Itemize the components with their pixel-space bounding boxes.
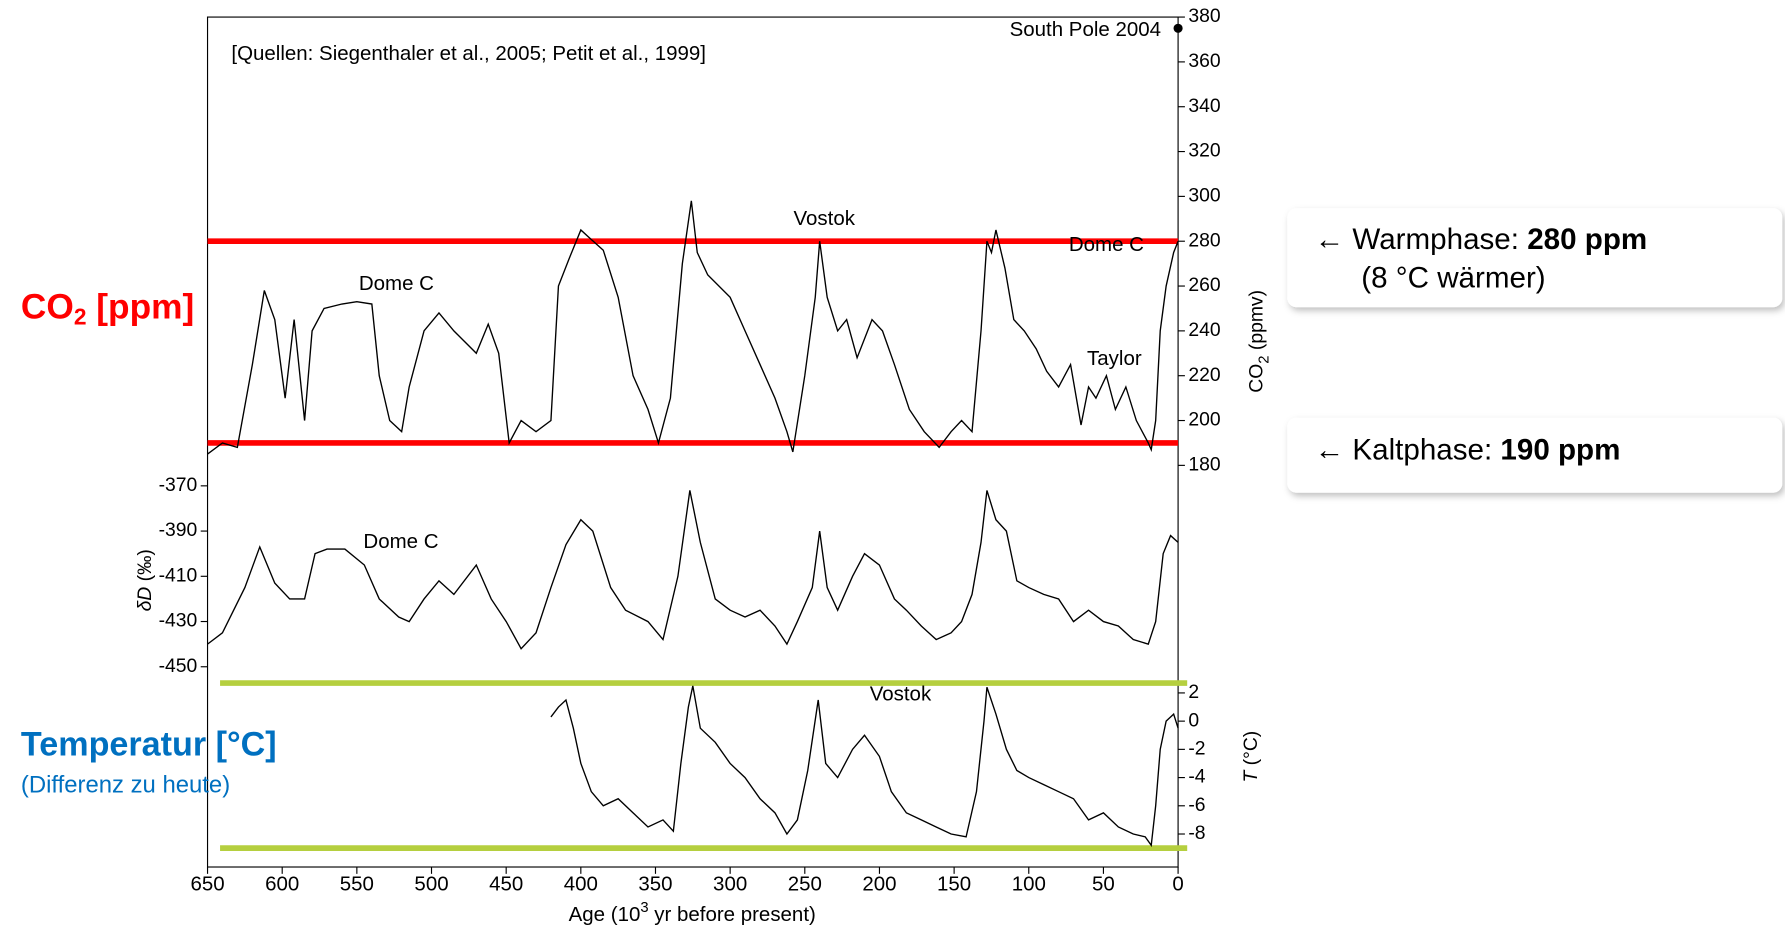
callout-text: ← Kaltphase: 190 ppm — [1315, 434, 1621, 467]
co2-side-label-part: CO — [21, 288, 74, 327]
y-axis-label-part: (°C) — [1240, 731, 1262, 771]
annotation: [Quellen: Siegenthaler et al., 2005; Pet… — [231, 42, 706, 65]
data-line — [207, 200, 1179, 455]
callout-value: 190 ppm — [1500, 434, 1620, 467]
callout-lead: ← Warmphase: — [1315, 223, 1528, 256]
x-tick-label: 550 — [340, 873, 374, 896]
x-tick-label: 500 — [414, 873, 448, 896]
annotation: Vostok — [870, 683, 932, 706]
y-axis-label-part: (‰) — [134, 549, 156, 587]
x-tick-label: 200 — [862, 873, 896, 896]
x-tick-label: 450 — [489, 873, 523, 896]
co2-side-label-part: [ppm] — [87, 288, 195, 327]
y-tick-label: 240 — [1188, 319, 1220, 341]
y-tick-label: 200 — [1188, 409, 1220, 431]
annotation: Dome C — [363, 530, 438, 553]
y-tick-label: 280 — [1188, 229, 1220, 251]
callout-value: 280 ppm — [1527, 223, 1647, 256]
temperature-side-note: (Differenz zu heute) — [21, 772, 230, 799]
x-tick-label: 100 — [1012, 873, 1046, 896]
y-tick-label: 380 — [1188, 5, 1220, 27]
y-axis-label-part: δD — [134, 587, 156, 612]
x-tick-label: 650 — [190, 873, 224, 896]
y-tick-label: 340 — [1188, 95, 1220, 117]
co2-side-label: CO2 [ppm] — [21, 288, 194, 330]
y-axis-label-part: T — [1240, 770, 1262, 783]
y-tick-label: 180 — [1188, 453, 1220, 475]
y-axis-label-part: CO — [1246, 364, 1268, 393]
x-axis-label: Age (103 yr before present) — [569, 900, 816, 926]
x-tick-label: 300 — [713, 873, 747, 896]
x-tick-label: 50 — [1092, 873, 1115, 896]
x-tick-label: 250 — [788, 873, 822, 896]
y-tick-label: -6 — [1188, 794, 1205, 816]
callout-text: ← Warmphase: 280 ppm — [1315, 223, 1648, 256]
y-tick-label: 2 — [1188, 681, 1199, 703]
data-line — [550, 685, 1179, 848]
y-tick-label: -430 — [159, 610, 198, 632]
callout-box — [1287, 208, 1783, 308]
x-tick-label: 350 — [638, 873, 672, 896]
annotation: Dome C — [359, 272, 434, 295]
y-axis-label: T (°C) — [1240, 731, 1262, 783]
y-axis-label-part: (ppmv) — [1246, 290, 1268, 356]
y-tick-label: -450 — [159, 655, 198, 677]
x-tick-label: 400 — [564, 873, 598, 896]
y-tick-label: -370 — [159, 474, 198, 496]
y-tick-label: -410 — [159, 564, 198, 586]
co2-side-label-sub: 2 — [74, 304, 87, 330]
y-tick-label: -390 — [159, 519, 198, 541]
annotation: South Pole 2004 — [1010, 18, 1161, 41]
callout-lead: ← Kaltphase: — [1315, 434, 1501, 467]
data-point — [1173, 23, 1183, 33]
x-axis-label-part: Age (10 — [569, 903, 641, 926]
x-axis-label-part: yr before present) — [649, 903, 816, 926]
y-axis-label: δD (‰) — [134, 549, 156, 611]
y-axis-label-part: 2 — [1256, 355, 1272, 363]
y-tick-label: -8 — [1188, 822, 1205, 844]
y-tick-label: 260 — [1188, 274, 1220, 296]
x-tick-label: 150 — [937, 873, 971, 896]
y-tick-label: 360 — [1188, 50, 1220, 72]
callout-box — [1287, 417, 1783, 493]
y-tick-label: -4 — [1188, 766, 1205, 788]
y-axis-label: CO2 (ppmv) — [1246, 290, 1273, 393]
y-tick-label: -2 — [1188, 737, 1205, 759]
annotation: Dome C — [1069, 233, 1144, 256]
x-axis-label-part: 3 — [640, 900, 648, 916]
y-tick-label: 300 — [1188, 184, 1220, 206]
y-tick-label: 220 — [1188, 364, 1220, 386]
callout-note: (8 °C wärmer) — [1361, 262, 1545, 295]
y-tick-label: 0 — [1188, 709, 1199, 731]
x-tick-label: 0 — [1172, 873, 1183, 896]
data-line — [207, 490, 1179, 650]
annotation: Vostok — [794, 207, 856, 230]
temperature-side-label: Temperatur [°C] — [21, 725, 277, 763]
x-tick-label: 600 — [265, 873, 299, 896]
annotation: Taylor — [1087, 347, 1142, 370]
y-tick-label: 320 — [1188, 140, 1220, 162]
